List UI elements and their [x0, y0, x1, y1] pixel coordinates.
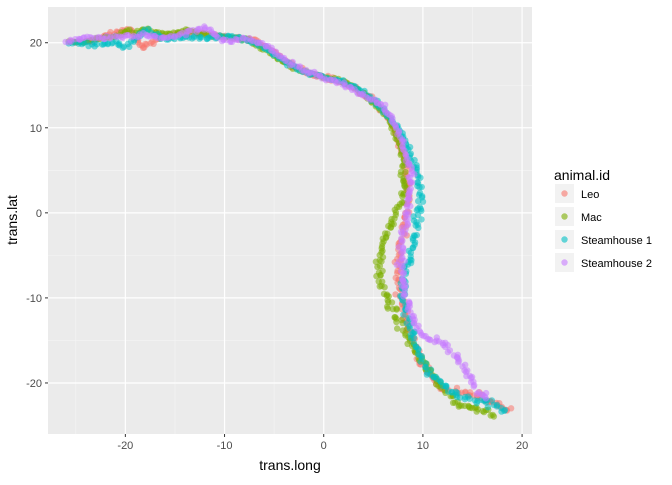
- x-tick-label: -10: [217, 440, 233, 452]
- y-tick-label: 0: [36, 208, 42, 220]
- data-point: [372, 258, 380, 265]
- data-point: [446, 347, 454, 354]
- data-point: [474, 397, 481, 405]
- data-points: [62, 23, 515, 420]
- data-point: [418, 355, 426, 362]
- data-point: [465, 393, 472, 400]
- data-point: [501, 407, 508, 414]
- data-point: [384, 305, 391, 312]
- data-point: [387, 224, 394, 231]
- data-point: [214, 34, 222, 41]
- data-point: [380, 238, 387, 245]
- x-tick-label: 20: [516, 440, 528, 452]
- minor-gridlines: [48, 7, 532, 434]
- data-point: [507, 405, 515, 412]
- data-point: [405, 190, 413, 197]
- legend-key: [561, 236, 568, 243]
- x-tick-label: 10: [417, 440, 429, 452]
- data-point: [473, 390, 481, 398]
- legend-label: Steamhouse 1: [581, 235, 652, 247]
- y-axis-label: trans.lat: [4, 195, 20, 245]
- data-point: [466, 404, 474, 411]
- data-point: [462, 361, 469, 368]
- data-point: [406, 325, 414, 332]
- data-point: [190, 34, 198, 41]
- data-point: [342, 84, 349, 91]
- data-point: [414, 182, 421, 190]
- data-point: [393, 261, 400, 268]
- data-point: [197, 34, 205, 41]
- data-point: [456, 394, 464, 401]
- data-point: [400, 293, 407, 300]
- y-tick-label: 20: [30, 38, 42, 50]
- data-point: [376, 283, 383, 290]
- x-axis-ticks: -20 -10 0 10 20: [117, 434, 528, 452]
- data-point: [470, 383, 477, 390]
- y-tick-label: -20: [26, 378, 42, 390]
- plot-panel: [48, 7, 532, 434]
- data-point: [401, 257, 408, 265]
- data-point: [399, 162, 406, 170]
- legend-key: [561, 259, 568, 266]
- data-point: [482, 395, 489, 402]
- x-axis-label: trans.long: [259, 457, 320, 473]
- y-axis-ticks: -20 -10 0 10 20: [26, 38, 48, 390]
- data-point: [398, 249, 405, 256]
- y-tick-label: -10: [26, 293, 42, 305]
- data-point: [484, 404, 492, 411]
- data-point: [403, 203, 411, 210]
- series-steamhouse-2: [62, 23, 490, 402]
- legend-label: Leo: [581, 189, 599, 201]
- data-point: [376, 262, 384, 270]
- data-point: [418, 216, 425, 223]
- x-tick-label: 0: [321, 440, 327, 452]
- data-point: [464, 367, 471, 374]
- legend-key: [561, 213, 568, 220]
- data-point: [393, 306, 400, 313]
- data-point: [474, 406, 482, 413]
- legend: animal.id Leo Mac Steamhouse 1 Steamhouse 2: [554, 167, 652, 272]
- data-point: [411, 171, 418, 178]
- data-point: [444, 342, 451, 349]
- data-point: [409, 179, 416, 186]
- data-point: [399, 193, 406, 200]
- data-point: [227, 37, 234, 44]
- data-point: [422, 363, 429, 370]
- data-point: [119, 44, 127, 51]
- data-point: [142, 40, 149, 48]
- data-point: [373, 272, 380, 280]
- data-point: [417, 174, 424, 181]
- data-point: [408, 334, 415, 342]
- data-point: [402, 168, 409, 176]
- y-tick-label: 10: [30, 123, 42, 135]
- legend-title: animal.id: [554, 167, 610, 183]
- data-point: [381, 284, 388, 291]
- data-point: [348, 86, 356, 94]
- data-point: [402, 230, 409, 237]
- data-point: [490, 413, 498, 420]
- data-point: [93, 41, 101, 48]
- legend-label: Steamhouse 2: [581, 258, 652, 270]
- legend-key: [561, 190, 568, 197]
- data-point: [419, 198, 427, 205]
- data-point: [394, 325, 401, 332]
- data-point: [400, 311, 407, 318]
- legend-label: Mac: [581, 212, 602, 224]
- data-point: [393, 318, 400, 326]
- data-point: [378, 249, 385, 256]
- data-point: [415, 197, 422, 205]
- data-point: [482, 389, 490, 397]
- x-tick-label: -20: [117, 440, 133, 452]
- data-point: [415, 224, 422, 232]
- data-point: [455, 357, 463, 365]
- data-point: [388, 299, 396, 306]
- data-point: [366, 96, 374, 103]
- data-point: [405, 247, 412, 255]
